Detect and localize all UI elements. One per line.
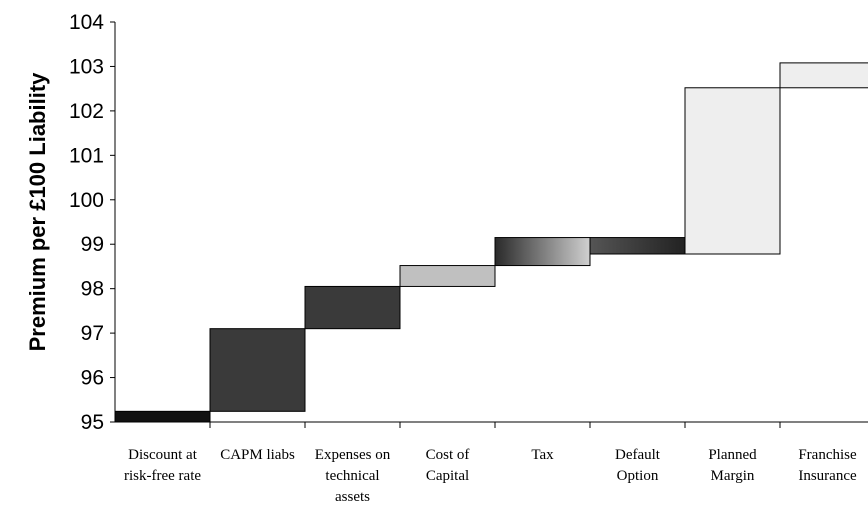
y-tick-label: 96 bbox=[81, 367, 104, 390]
y-tick-label: 103 bbox=[69, 55, 104, 78]
x-tick-label: Expenses on bbox=[315, 447, 391, 463]
x-tick-label: Margin bbox=[711, 468, 755, 484]
x-tick-label: Option bbox=[617, 468, 659, 484]
x-tick-label: Planned bbox=[708, 447, 757, 463]
x-tick-label: Insurance bbox=[798, 468, 857, 484]
bars bbox=[114, 62, 868, 423]
y-tick-label: 101 bbox=[69, 144, 104, 167]
y-axis-label: Premium per £100 Liability bbox=[25, 72, 50, 352]
tick-labels: 95 96 97 98 99 100 101 102 103 104 Discount at risk… bbox=[69, 11, 857, 505]
y-tick-label: 100 bbox=[69, 189, 104, 212]
y-tick-label: 102 bbox=[69, 100, 104, 123]
waterfall-bar bbox=[494, 237, 591, 267]
waterfall-bar bbox=[399, 265, 496, 287]
waterfall-bar bbox=[589, 237, 686, 255]
x-tick-label: CAPM liabs bbox=[220, 447, 295, 463]
x-tick-label: Discount at bbox=[128, 447, 198, 463]
axes bbox=[110, 21, 868, 428]
x-tick-label: Default bbox=[615, 447, 661, 463]
x-tick-label: Cost of bbox=[426, 447, 470, 463]
x-tick-label: Franchise bbox=[798, 447, 857, 463]
y-tick-label: 98 bbox=[81, 278, 104, 301]
x-tick-label: Tax bbox=[531, 447, 554, 463]
y-tick-label: 97 bbox=[81, 322, 104, 345]
x-tick-label: risk-free rate bbox=[124, 468, 201, 484]
waterfall-bar bbox=[304, 285, 401, 330]
y-tick-label: 95 bbox=[81, 411, 104, 434]
x-tick-label: assets bbox=[335, 489, 370, 505]
waterfall-bar bbox=[209, 328, 306, 412]
waterfall-bar bbox=[779, 62, 868, 89]
y-tick-label: 99 bbox=[81, 233, 104, 256]
waterfall-bar bbox=[114, 410, 211, 423]
y-tick-label: 104 bbox=[69, 11, 104, 34]
x-tick-label: Capital bbox=[426, 468, 469, 484]
waterfall-bar bbox=[684, 87, 781, 255]
x-tick-label: technical bbox=[325, 468, 379, 484]
